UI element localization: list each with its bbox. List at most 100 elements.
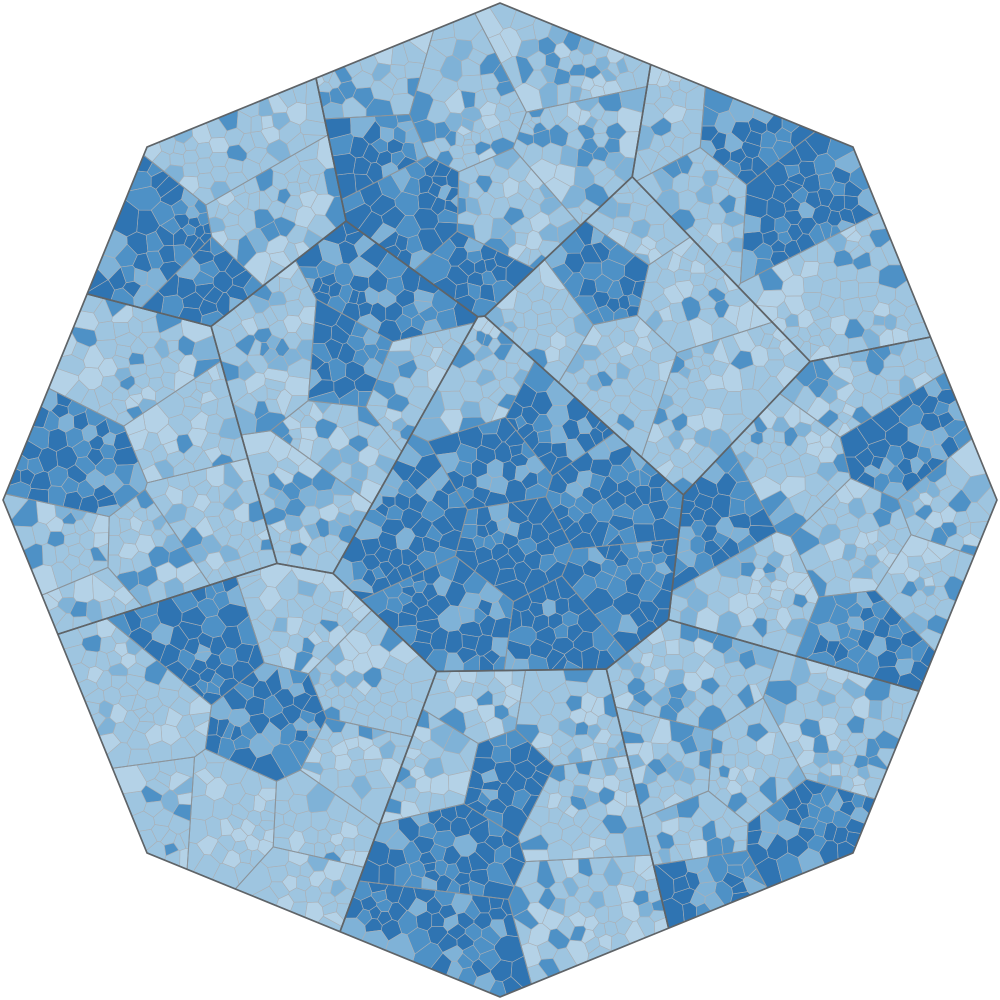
leaf-cell bbox=[697, 307, 719, 326]
leaf-cell bbox=[183, 234, 199, 250]
leaf-cell bbox=[296, 167, 312, 185]
leaf-cell bbox=[616, 202, 632, 218]
leaf-cell bbox=[818, 293, 837, 313]
leaf-cell bbox=[903, 358, 926, 380]
leaf-cell bbox=[859, 295, 880, 313]
leaf-cell bbox=[459, 400, 482, 418]
leaf-cell bbox=[160, 216, 181, 235]
leaf-cell bbox=[755, 289, 787, 308]
leaf-cell bbox=[803, 700, 824, 722]
leaf-cell bbox=[571, 872, 590, 889]
leaf-cell bbox=[507, 625, 537, 647]
leaf-cell bbox=[385, 301, 403, 322]
leaf-cell bbox=[940, 521, 958, 539]
leaf-cell bbox=[380, 518, 406, 537]
leaf-cell bbox=[910, 456, 925, 475]
leaf-cell bbox=[773, 431, 786, 444]
leaf-cell bbox=[427, 181, 442, 198]
leaf-cell bbox=[377, 911, 393, 926]
leaf-cell bbox=[240, 768, 263, 797]
leaf-cell bbox=[83, 343, 105, 369]
leaf-cell bbox=[395, 527, 416, 551]
leaf-cell bbox=[491, 637, 509, 657]
leaf-cell bbox=[890, 573, 909, 594]
leaf-cell bbox=[670, 120, 692, 139]
leaf-cell bbox=[126, 673, 146, 692]
leaf-cell bbox=[842, 754, 858, 767]
leaf-cell bbox=[364, 687, 382, 707]
leaf-cell bbox=[143, 346, 163, 367]
leaf-cell bbox=[757, 830, 778, 851]
leaf-cell bbox=[863, 615, 881, 634]
leaf-cell bbox=[214, 203, 230, 220]
leaf-cell bbox=[336, 607, 354, 627]
leaf-cell bbox=[159, 322, 184, 342]
leaf-cell bbox=[632, 504, 656, 525]
leaf-cell bbox=[144, 723, 163, 746]
leaf-cell bbox=[284, 514, 304, 532]
leaf-cell bbox=[236, 538, 255, 559]
leaf-cell bbox=[319, 751, 337, 770]
leaf-cell bbox=[166, 472, 191, 492]
leaf-cell bbox=[886, 379, 901, 396]
leaf-cell bbox=[444, 863, 460, 881]
leaf-cell bbox=[478, 615, 497, 637]
leaf-cell bbox=[225, 518, 244, 536]
leaf-cell bbox=[849, 244, 867, 261]
leaf-cell bbox=[433, 137, 452, 153]
leaf-cell bbox=[678, 424, 697, 440]
leaf-cell bbox=[61, 476, 80, 494]
leaf-cell bbox=[106, 649, 123, 667]
leaf-cell bbox=[828, 603, 850, 626]
leaf-cell bbox=[301, 603, 323, 626]
leaf-cell bbox=[468, 181, 485, 200]
leaf-cell bbox=[394, 191, 420, 216]
leaf-cell bbox=[439, 54, 463, 83]
leaf-cell bbox=[836, 739, 851, 756]
leaf-cell bbox=[628, 201, 648, 223]
leaf-cell bbox=[89, 546, 108, 562]
leaf-cell bbox=[41, 543, 58, 567]
leaf-cell bbox=[324, 338, 344, 360]
leaf-cell bbox=[420, 739, 445, 760]
leaf-cell bbox=[598, 933, 613, 951]
leaf-cell bbox=[572, 808, 591, 829]
leaf-cell bbox=[776, 300, 792, 320]
leaf-cell bbox=[594, 273, 614, 293]
leaf-cell bbox=[470, 958, 492, 978]
leaf-cell bbox=[529, 690, 556, 717]
leaf-cell bbox=[515, 24, 537, 42]
leaf-cell bbox=[667, 682, 688, 700]
leaf-cell bbox=[667, 740, 686, 762]
leaf-cell bbox=[338, 283, 354, 304]
leaf-cell bbox=[304, 901, 324, 924]
leaf-cell bbox=[633, 377, 656, 398]
leaf-cell bbox=[390, 700, 408, 721]
leaf-cell bbox=[288, 683, 306, 698]
leaf-cell bbox=[771, 184, 793, 204]
leaf-cell bbox=[813, 315, 832, 331]
leaf-cell bbox=[763, 607, 779, 622]
leaf-cell bbox=[783, 426, 799, 447]
leaf-cell bbox=[817, 446, 838, 464]
leaf-cell bbox=[787, 172, 806, 187]
leaf-cell bbox=[80, 650, 98, 669]
leaf-cell bbox=[678, 637, 696, 659]
leaf-cell bbox=[261, 721, 282, 748]
leaf-cell bbox=[606, 575, 628, 601]
leaf-cell bbox=[340, 837, 355, 851]
leaf-cell bbox=[454, 694, 479, 714]
leaf-cell bbox=[742, 765, 757, 782]
leaf-cell bbox=[797, 217, 817, 235]
leaf-cell bbox=[521, 849, 550, 862]
leaf-cell bbox=[792, 574, 814, 596]
leaf-cell bbox=[114, 367, 132, 383]
leaf-cell bbox=[167, 413, 193, 436]
leaf-cell bbox=[100, 375, 121, 394]
leaf-cell bbox=[530, 523, 550, 545]
leaf-cell bbox=[397, 910, 418, 936]
leaf-cell bbox=[210, 378, 231, 400]
leaf-cell bbox=[541, 598, 556, 617]
leaf-cell bbox=[386, 393, 410, 413]
